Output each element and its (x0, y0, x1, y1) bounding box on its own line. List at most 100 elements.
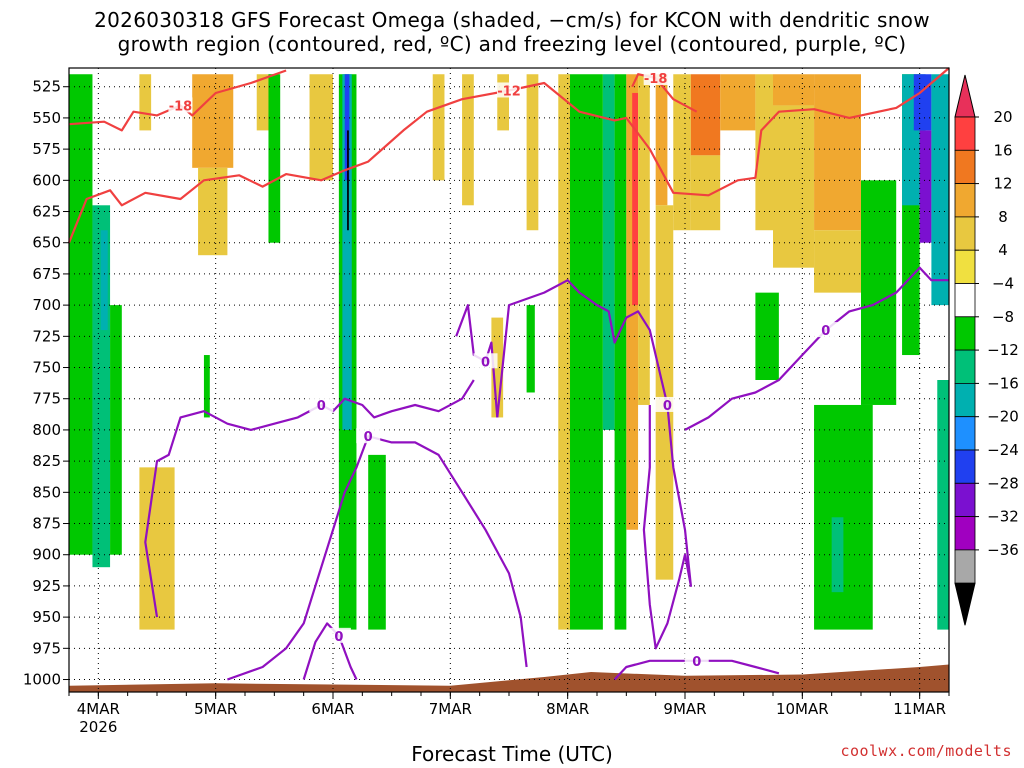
freezing-contour-label-bg (309, 396, 334, 412)
freezing-contour (144, 379, 475, 618)
x-tick-label: 7MAR (429, 700, 472, 718)
y-tick-label: 925 (32, 577, 61, 595)
omega-cell (690, 155, 721, 231)
y-tick-label: 550 (32, 109, 61, 127)
omega-cell (861, 180, 897, 405)
colorbar-bottom-arrow (954, 582, 976, 626)
y-tick-label: 800 (32, 421, 61, 439)
colorbar-label: −32 (987, 508, 1019, 526)
omega-cell (268, 74, 281, 243)
colorbar-top-arrow (954, 74, 976, 118)
omega-cell (931, 74, 949, 306)
colorbar-label: −24 (987, 441, 1019, 459)
freezing-contour-label-bg (813, 322, 838, 338)
y-tick-label: 1000 (23, 671, 61, 689)
colorbar-label: 12 (993, 175, 1012, 193)
dgz-contour-label: -12 (497, 84, 521, 99)
y-tick-label: 850 (32, 483, 61, 501)
colorbar-segment (954, 482, 976, 517)
chart-title-line2: growth region (contoured, red, ºC) and f… (117, 32, 907, 56)
y-tick-label: 675 (32, 265, 61, 283)
omega-cell (773, 74, 815, 106)
x-tick-label: 6MAR (311, 700, 354, 718)
y-tick-label: 525 (32, 78, 61, 96)
colorbar-segment (954, 149, 976, 185)
freezing-contour-label-bg (655, 396, 680, 412)
omega-cell (626, 74, 639, 530)
omega-cell (655, 74, 668, 206)
freezing-contour-label: 0 (692, 655, 701, 670)
omega-cell (69, 74, 93, 555)
y-tick-label: 900 (32, 546, 61, 564)
omega-cell (526, 305, 535, 393)
colorbar-segment (954, 549, 976, 584)
omega-cell (773, 105, 815, 268)
colorbar-segment (954, 183, 976, 218)
omega-cell (342, 74, 352, 430)
omega-cell (614, 74, 627, 630)
colorbar-segment (954, 382, 976, 418)
omega-cell (919, 130, 932, 243)
omega-cell (814, 74, 861, 231)
omega-cell (558, 74, 571, 630)
omega-cell (673, 74, 691, 231)
colorbar-label: −4 (992, 275, 1014, 293)
omega-cell (139, 74, 152, 131)
y-tick-label: 950 (32, 608, 61, 626)
omega-cell (462, 74, 474, 206)
colorbar-label: 4 (998, 241, 1008, 259)
colorbar-label: −36 (987, 541, 1019, 559)
omega-shading-layer (69, 74, 949, 630)
freezing-contour-label: 0 (317, 399, 326, 414)
omega-cell (755, 74, 773, 231)
omega-cell (632, 92, 639, 306)
omega-cell (814, 404, 873, 630)
freezing-contour-label: 0 (334, 630, 343, 645)
dgz-contour-label-bg (497, 82, 521, 98)
y-tick-label: 625 (32, 203, 61, 221)
colorbar-segment (954, 116, 976, 151)
colorbar-segment (954, 449, 976, 484)
y-tick-label: 575 (32, 140, 61, 158)
omega-cell (344, 74, 350, 181)
colorbar-label: −16 (987, 374, 1019, 392)
x-tick-label: 4MAR (77, 700, 120, 718)
y-tick-label: 750 (32, 359, 61, 377)
omega-cell (913, 74, 932, 131)
omega-cell (602, 74, 615, 430)
dgz-contour-label-bg (643, 69, 668, 85)
dgz-contour-label: -18 (644, 72, 668, 87)
omega-cell (203, 355, 210, 418)
omega-cell (368, 454, 386, 630)
colorbar-label: −20 (987, 408, 1019, 426)
omega-cell (720, 74, 756, 131)
dgz-contour-label-bg (168, 97, 193, 113)
x-tick-label: 11MAR (893, 700, 946, 718)
y-tick-label: 875 (32, 515, 61, 533)
omega-cell (110, 305, 122, 555)
colorbar-segment (954, 316, 976, 351)
x-tick-label: 5MAR (194, 700, 237, 718)
omega-cell (309, 74, 333, 181)
colorbar-segment (954, 349, 976, 384)
x-tick-sublabel: 2026 (79, 718, 117, 736)
omega-cell (192, 74, 234, 168)
y-axis: 525 550 575 600 625 650 675 700 725 750 775 800 825 8… (23, 78, 69, 689)
freezing-contour-label: 0 (821, 324, 830, 339)
freezing-contour-label: 0 (364, 430, 373, 445)
y-tick-label: 700 (32, 296, 61, 314)
colorbar-segment (954, 516, 976, 551)
colorbar-label: 16 (993, 141, 1012, 159)
colorbar-segment (954, 216, 976, 251)
colorbar-label: −8 (992, 308, 1014, 326)
colorbar-label: −12 (987, 341, 1019, 359)
colorbar-segment (954, 416, 976, 451)
omega-cell (755, 292, 779, 380)
omega-cell (526, 74, 539, 231)
contour-layer: -18 -12 -18 0 0 0 0 0 0 0 (67, 67, 950, 681)
chart-title-line1: 2026030318 GFS Forecast Omega (shaded, −… (94, 8, 930, 32)
y-tick-label: 650 (32, 234, 61, 252)
x-tick-label: 9MAR (663, 700, 706, 718)
